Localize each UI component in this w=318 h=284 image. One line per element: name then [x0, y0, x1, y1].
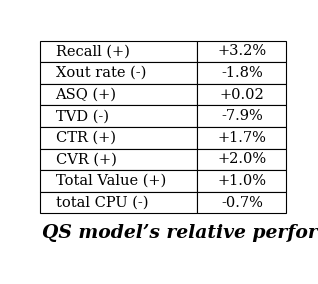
Text: QS model’s relative perform: QS model’s relative perform: [42, 224, 318, 242]
